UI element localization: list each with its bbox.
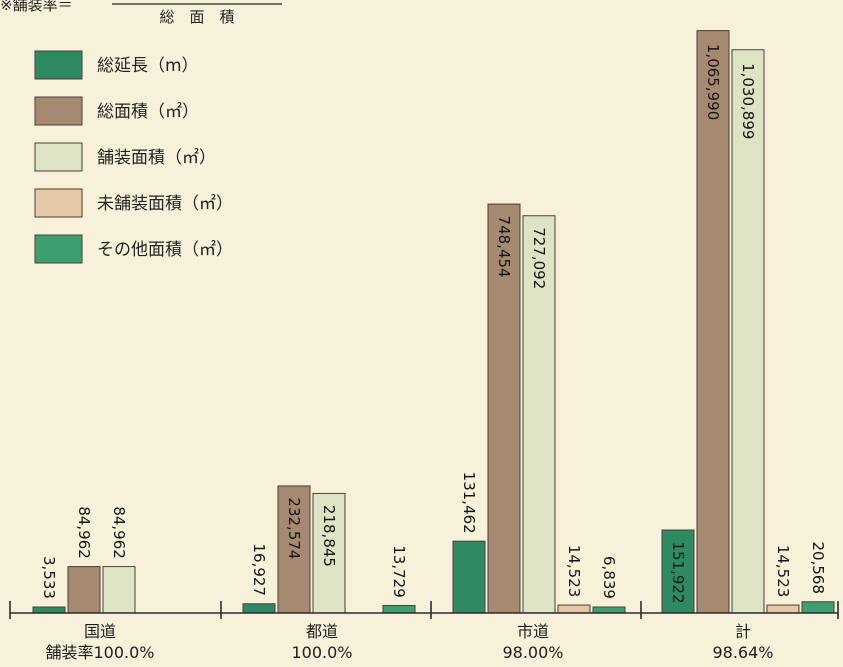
bar	[312, 492, 346, 614]
bar	[32, 606, 66, 614]
formula-denominator: 総 面 積	[159, 8, 234, 26]
bar-value-label: 131,462	[460, 472, 478, 534]
formula-prefix: ※舗装率＝	[0, 0, 73, 14]
x-tick-label: 市道	[517, 622, 549, 641]
bar-value-label: 218,845	[320, 505, 338, 567]
bar-value-label: 14,523	[774, 545, 792, 598]
legend-swatch	[34, 96, 83, 126]
bar	[557, 604, 591, 614]
x-tick-sublabel: 98.64%	[712, 643, 773, 662]
paving-rate-formula: ※舗装率＝ 総 面 積	[0, 0, 282, 26]
bar	[452, 540, 486, 614]
bars: 3,533 84,962 84,962 16,927 232,574 218,845 13,…	[32, 30, 835, 614]
bar-value-label: 1,030,899	[739, 63, 757, 139]
bar-value-label: 727,092	[530, 227, 548, 289]
bar	[102, 566, 136, 614]
x-tick-sublabel: 舗装率100.0%	[45, 643, 154, 662]
x-tick-label: 国道	[84, 622, 116, 641]
bar	[67, 566, 101, 614]
legend-label: 未舗装面積（㎡）	[97, 194, 233, 214]
bar	[522, 215, 556, 614]
bar-value-label: 13,729	[390, 545, 408, 598]
bar	[731, 49, 765, 614]
bar-value-label: 20,568	[809, 542, 827, 595]
bar	[696, 30, 730, 614]
bar-value-label: 1,065,990	[704, 44, 722, 120]
bar-value-label: 151,922	[669, 541, 687, 603]
bar-value-label: 748,454	[495, 216, 513, 278]
x-tick-label: 計	[735, 622, 751, 641]
bar	[242, 603, 276, 614]
bar-value-label: 84,962	[75, 506, 93, 559]
legend-label: その他面積（㎡）	[97, 240, 233, 260]
legend-swatch	[34, 50, 83, 80]
legend: 総延長（m） 総面積（㎡） 舗装面積（㎡） 未舗装面積（㎡） その他面積（㎡）	[34, 50, 233, 264]
bar	[766, 604, 800, 614]
bar	[801, 601, 835, 614]
legend-swatch	[34, 234, 83, 264]
bar-value-label: 6,839	[600, 556, 618, 599]
bar	[277, 485, 311, 614]
x-tick-sublabel: 98.00%	[502, 643, 563, 662]
legend-swatch	[34, 142, 83, 172]
x-tick-sublabel: 100.0%	[291, 643, 352, 662]
bar	[592, 606, 626, 614]
bar-value-label: 84,962	[110, 506, 128, 559]
bar-value-label: 16,927	[250, 544, 268, 597]
bar-value-label: 14,523	[565, 545, 583, 598]
legend-label: 舗装面積（㎡）	[97, 148, 216, 168]
bar-value-label: 232,574	[285, 497, 303, 559]
bar-value-label: 3,533	[40, 556, 58, 599]
legend-label: 総面積（㎡）	[97, 102, 199, 122]
legend-label: 総延長（m）	[97, 56, 199, 76]
bar	[661, 529, 695, 614]
legend-swatch	[34, 188, 83, 218]
bar	[382, 604, 416, 614]
x-tick-label: 都道	[306, 622, 338, 641]
